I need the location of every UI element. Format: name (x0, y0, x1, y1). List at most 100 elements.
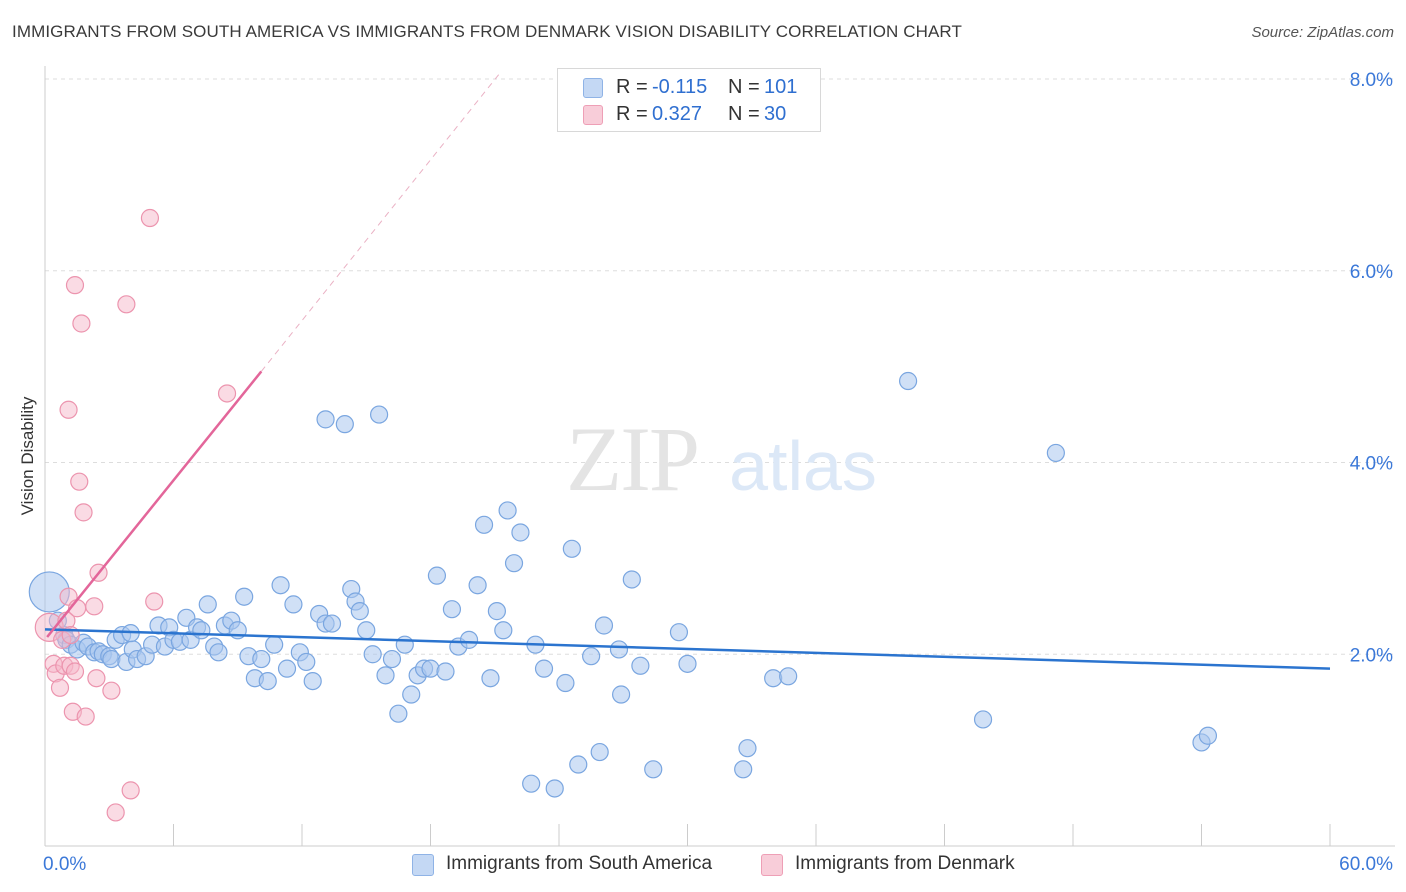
data-point-south-america (192, 621, 211, 640)
data-point-south-america (498, 501, 517, 520)
data-point-south-america (562, 539, 581, 558)
n-label: N = (728, 76, 760, 98)
chart-title: IMMIGRANTS FROM SOUTH AMERICA VS IMMIGRA… (12, 22, 962, 41)
legend-swatch-blue (412, 854, 434, 876)
data-point-denmark (145, 592, 164, 611)
data-point-south-america (459, 630, 479, 649)
n-value: 30 (764, 103, 787, 125)
data-point-denmark (70, 472, 89, 491)
data-point-south-america (468, 576, 487, 595)
data-point-south-america (494, 621, 513, 640)
axes (44, 66, 1395, 847)
data-point-south-america (612, 685, 631, 704)
data-point-south-america (427, 566, 447, 585)
data-point-south-america (609, 640, 629, 659)
watermark-zip: ZIP (566, 408, 698, 510)
data-point-south-america (284, 595, 303, 614)
data-point-south-america (764, 669, 783, 688)
data-point-south-america (402, 685, 421, 704)
data-point-denmark (65, 662, 85, 681)
r-value: 0.327 (652, 103, 703, 125)
trend-line-south-america (44, 628, 1331, 670)
data-point-south-america (436, 662, 455, 681)
data-point-denmark (59, 400, 78, 419)
data-point-south-america (102, 649, 121, 669)
data-point-south-america (474, 515, 494, 534)
data-point-south-america (357, 621, 376, 640)
data-point-denmark (85, 597, 104, 616)
source-label: Source: ZipAtlas.com (1251, 24, 1394, 41)
data-point-denmark (65, 276, 85, 295)
data-point-denmark (87, 669, 106, 688)
data-point-south-america (303, 671, 322, 691)
data-point-south-america (622, 570, 641, 589)
n-label: N = (728, 103, 760, 125)
data-point-south-america (389, 704, 408, 723)
data-point-south-america (363, 645, 382, 664)
r-label: R = (616, 76, 648, 98)
data-point-south-america (590, 742, 609, 762)
data-point-south-america (382, 649, 402, 669)
data-point-south-america (522, 774, 541, 793)
data-point-south-america (534, 659, 554, 678)
data-point-south-america (370, 405, 389, 424)
data-point-denmark (76, 707, 95, 726)
data-point-denmark (106, 803, 125, 822)
data-point-south-america (545, 779, 564, 798)
r-value: -0.115 (652, 76, 708, 98)
data-point-south-america (335, 415, 354, 434)
data-point-south-america (487, 602, 506, 621)
data-point-south-america (1198, 726, 1218, 745)
data-point-south-america (898, 371, 918, 391)
data-point-south-america (644, 760, 663, 779)
trend-line-denmark (46, 370, 263, 638)
data-point-denmark (72, 314, 91, 333)
data-point-south-america (316, 410, 335, 429)
data-point-south-america (271, 576, 290, 595)
legend-label: Immigrants from South America (446, 853, 713, 874)
data-point-south-america (734, 760, 753, 779)
stats-row-denmark: R = 0.327 N = 30 (558, 101, 820, 127)
y-tick-label: 4.0% (1350, 454, 1393, 475)
data-point-south-america (594, 616, 614, 635)
data-point-south-america (277, 659, 297, 678)
trend-line-denmark-extension (260, 73, 500, 372)
data-point-south-america (209, 643, 228, 662)
data-point-denmark (50, 678, 70, 697)
r-label: R = (616, 103, 648, 125)
trend-lines (44, 73, 1331, 670)
y-tick-label: 8.0% (1350, 70, 1393, 91)
data-point-south-america (350, 602, 369, 621)
tick-labels: 2.0% 4.0% 6.0% 8.0% 0.0% 60.0% (43, 70, 1393, 875)
data-point-south-america (504, 554, 524, 573)
data-point-south-america (252, 649, 271, 669)
data-point-south-america (442, 600, 462, 619)
data-point-south-america (481, 669, 500, 688)
x-tick-label: 60.0% (1339, 854, 1393, 875)
data-point-south-america (569, 755, 588, 774)
data-point-south-america (235, 587, 254, 606)
y-tick-label: 2.0% (1350, 645, 1393, 666)
data-point-south-america (738, 739, 757, 758)
data-point-south-america (511, 523, 530, 542)
data-point-denmark (217, 384, 237, 403)
data-point-south-america (973, 710, 993, 729)
data-point-south-america (322, 614, 342, 633)
data-point-south-america (582, 647, 601, 666)
y-tick-label: 6.0% (1350, 262, 1393, 283)
watermark: ZIP atlas (566, 408, 877, 510)
data-point-south-america (678, 654, 697, 673)
data-point-denmark (74, 503, 93, 522)
data-point-south-america (669, 623, 689, 642)
x-tick-label: 0.0% (43, 854, 86, 875)
data-point-south-america (376, 666, 395, 685)
data-point-south-america (198, 595, 217, 614)
data-point-denmark (140, 208, 160, 228)
data-point-denmark (102, 681, 121, 700)
watermark-atlas: atlas (729, 427, 877, 505)
data-point-south-america (779, 667, 798, 686)
data-point-denmark (121, 781, 140, 800)
grid-lines (45, 78, 1395, 655)
legend: Immigrants from South America Immigrants… (0, 852, 1406, 876)
